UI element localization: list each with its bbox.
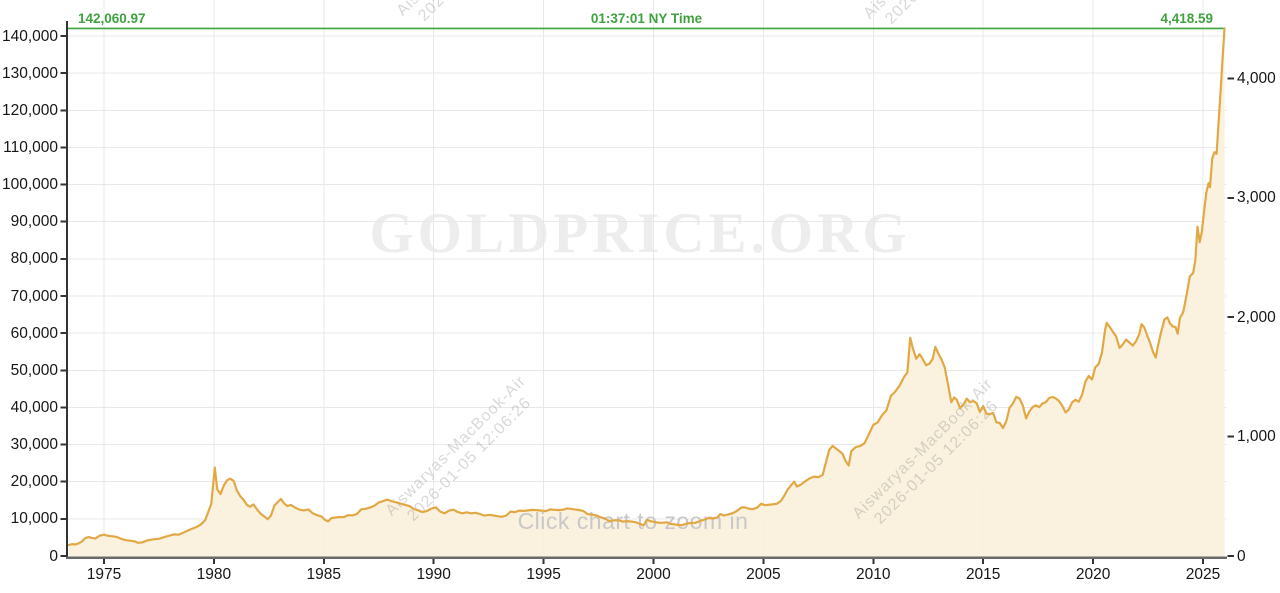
y-axis-right-label: 2,000 bbox=[1237, 308, 1276, 326]
gold-price-line bbox=[67, 27, 1226, 547]
y-axis-right-label: 1,000 bbox=[1237, 428, 1276, 446]
y-axis-left-label: 120,000 bbox=[1, 101, 58, 119]
y-axis-left-label: 80,000 bbox=[10, 250, 58, 268]
diagonal-watermark-line1: Aiswaryas-MacBook-Air bbox=[383, 373, 530, 520]
y-axis-right-label: 4,000 bbox=[1237, 69, 1276, 87]
current-price-left-axis: 142,060.97 bbox=[78, 11, 146, 26]
y-axis-left-label: 0 bbox=[49, 547, 58, 565]
y-axis-left-label: 70,000 bbox=[10, 287, 58, 305]
y-axis-left-label: 140,000 bbox=[1, 27, 58, 45]
brand-watermark: GOLDPRICE.ORG bbox=[369, 202, 910, 265]
y-axis-left-label: 30,000 bbox=[10, 436, 58, 454]
x-axis-label: 1990 bbox=[416, 566, 451, 583]
x-axis-label: 2025 bbox=[1185, 566, 1221, 583]
x-axis-label: 2020 bbox=[1075, 566, 1111, 583]
x-axis-label: 2000 bbox=[636, 566, 671, 583]
y-axis-left-label: 20,000 bbox=[10, 473, 58, 491]
y-axis-left-label: 10,000 bbox=[10, 510, 58, 528]
x-axis-label: 1975 bbox=[86, 566, 122, 583]
x-axis-label: 1980 bbox=[196, 566, 232, 583]
y-axis-left-label: 50,000 bbox=[10, 361, 58, 379]
y-axis-right-label: 3,000 bbox=[1237, 189, 1276, 207]
y-axis-left-label: 100,000 bbox=[1, 176, 58, 194]
price-area-fill bbox=[68, 28, 1225, 558]
y-axis-left-label: 60,000 bbox=[10, 324, 58, 342]
diagonal-watermark-line2: 2026-01-05 12:06:26 bbox=[404, 394, 535, 525]
x-axis-label: 2015 bbox=[965, 566, 1001, 583]
ny-time-clock: 01:37:01 NY Time bbox=[590, 11, 703, 26]
y-axis-right-label: 0 bbox=[1237, 547, 1246, 565]
y-axis-left-label: 110,000 bbox=[3, 138, 58, 156]
x-axis-label: 1995 bbox=[526, 566, 561, 583]
current-price-right-axis: 4,418.59 bbox=[1160, 11, 1213, 26]
y-axis-left-label: 130,000 bbox=[1, 64, 58, 82]
y-axis-left-label: 90,000 bbox=[10, 213, 58, 231]
y-axis-left-label: 40,000 bbox=[10, 398, 58, 416]
x-axis-label: 2005 bbox=[746, 566, 781, 583]
x-axis-label: 2010 bbox=[856, 566, 891, 583]
x-axis-label: 1985 bbox=[306, 566, 342, 583]
